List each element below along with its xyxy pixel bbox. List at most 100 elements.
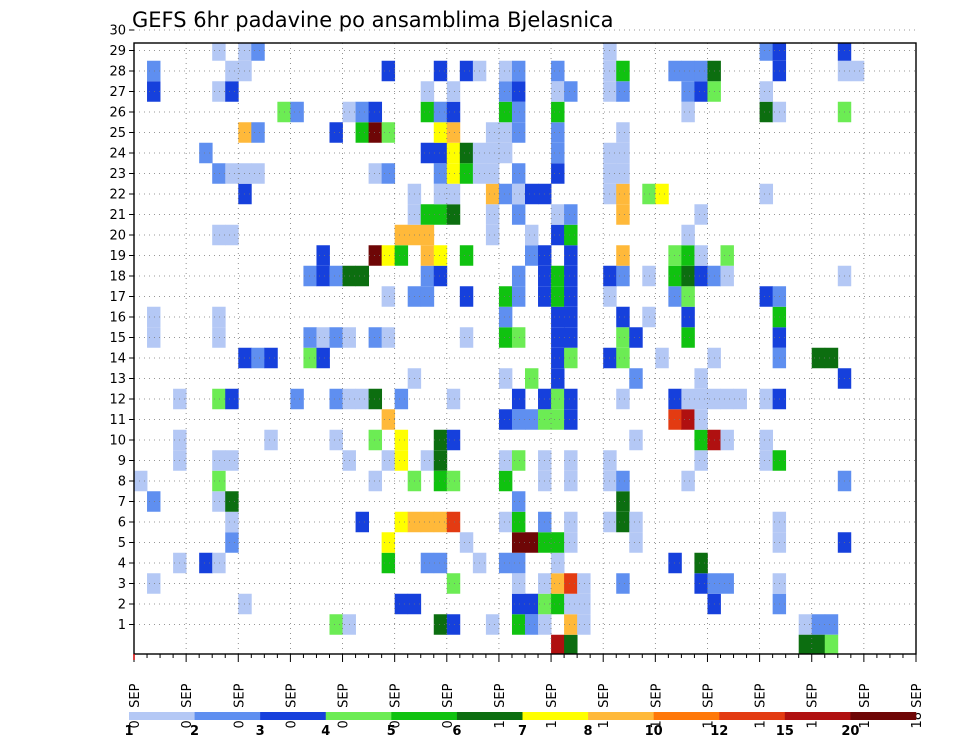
x-tick-label: 03 SEP [128,683,143,728]
heatmap-cell [381,122,396,143]
heatmap-cell [355,122,369,143]
y-tick-label: 21 [109,208,126,223]
heatmap-cell [551,368,565,389]
heatmap-cell [511,388,526,410]
heatmap-cell [212,43,226,61]
heatmap-cell [798,614,813,635]
heatmap-cell [668,60,682,82]
heatmap-cell [564,245,578,266]
heatmap-cell [551,142,565,164]
heatmap-cell [225,224,239,246]
heatmap-cell [147,327,161,348]
heatmap-cell [681,245,695,266]
heatmap-cell [329,429,343,451]
heatmap-cell [616,306,630,328]
heatmap-cell [655,347,669,369]
heatmap-cell [694,81,708,102]
heatmap-cell [551,122,565,143]
heatmap-cell [485,224,500,246]
heatmap-cell [433,142,448,164]
heatmap-cell [446,204,461,225]
heatmap-cell [498,60,513,82]
heatmap-cell [616,163,630,184]
heatmap-cell [824,614,839,635]
heatmap-cell [290,101,304,123]
heatmap-cell [368,163,383,184]
heatmap-cell [498,450,513,471]
heatmap-cell [837,43,852,61]
heatmap-cell [551,204,565,225]
heatmap-cell [694,204,708,225]
color-scale-swatch [456,712,523,720]
heatmap-cell [551,286,565,307]
heatmap-cell [225,532,239,553]
x-tick-label: 13 SEP [649,683,664,728]
heatmap-cell [498,409,513,430]
heatmap-cell [511,552,526,574]
heatmap-cell [720,573,734,594]
color-scale-swatch [719,712,786,720]
heatmap-cell [147,306,161,328]
heatmap-cell [525,245,539,266]
y-tick-label: 6 [118,516,126,531]
heatmap-cell [551,265,565,287]
heatmap-cell [759,43,774,61]
heatmap-cell [525,614,539,635]
heatmap-cell [381,163,396,184]
heatmap-cell [616,204,630,225]
heatmap-cell [616,245,630,266]
chart-title: GEFS 6hr padavine po ansamblima Bjelasni… [132,8,613,32]
heatmap-cell [824,347,839,369]
heatmap-cell [433,245,448,266]
heatmap-cell [824,634,839,654]
heatmap-cell [251,163,265,184]
heatmap-cell [459,142,474,164]
heatmap-cell [629,532,643,553]
heatmap-cell [368,327,383,348]
heatmap-cell [511,593,526,615]
heatmap-cell [368,122,383,143]
heatmap-cell [759,81,774,102]
y-tick-label: 29 [109,44,126,59]
y-tick-label: 19 [109,249,126,264]
heatmap-cell [694,552,708,574]
heatmap-cell [577,573,591,594]
heatmap-cell [485,163,500,184]
heatmap-cell [420,286,435,307]
heatmap-cell [329,614,343,635]
heatmap-cell [420,265,435,287]
heatmap-cell [459,163,474,184]
heatmap-cell [694,409,708,430]
heatmap-cell [446,511,461,533]
heatmap-cell [759,286,774,307]
heatmap-cell [564,511,578,533]
heatmap-cell [446,470,461,492]
heatmap-cell [446,573,461,594]
heatmap-cell [329,265,343,287]
heatmap-cell [668,409,682,430]
color-scale-label: 4 [321,724,330,739]
heatmap-cell [681,388,695,410]
heatmap-cell [564,450,578,471]
heatmap-cell [681,409,695,430]
heatmap-cell [551,306,565,328]
grid-lines [134,29,916,654]
heatmap-cell [212,470,226,492]
heatmap-cell [329,388,343,410]
heatmap-cell [694,429,708,451]
heatmap-cell [603,43,617,61]
heatmap-cell [616,265,630,287]
heatmap-cell [498,286,513,307]
x-tick-label: 06 SEP [284,683,299,728]
heatmap-cell [564,614,578,635]
heatmap-cell [511,573,526,594]
heatmap-cell [290,388,304,410]
heatmap-cell [381,409,396,430]
heatmap-cell [551,163,565,184]
heatmap-cell [420,245,435,266]
x-tick-label: 09 SEP [441,683,456,728]
heatmap-cell [316,245,330,266]
heatmap-cell [212,163,226,184]
heatmap-cell [446,122,461,143]
heatmap-cell [772,43,787,61]
